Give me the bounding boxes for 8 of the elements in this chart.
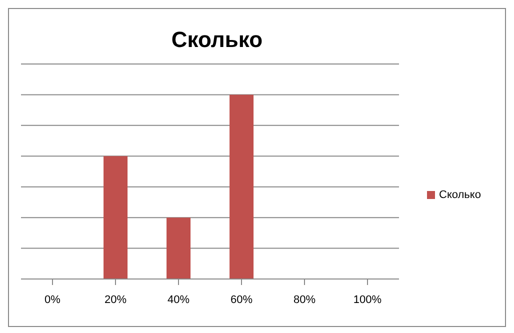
chart-title: Сколько [170, 27, 264, 53]
x-tick-label: 80% [293, 294, 316, 306]
x-tick-label: 0% [44, 294, 61, 306]
x-tick-label: 20% [104, 294, 127, 306]
x-tick-label: 100% [353, 294, 382, 306]
x-tick-label: 60% [230, 294, 253, 306]
x-tick-label: 40% [167, 294, 190, 306]
legend-label: Сколько [439, 189, 481, 201]
